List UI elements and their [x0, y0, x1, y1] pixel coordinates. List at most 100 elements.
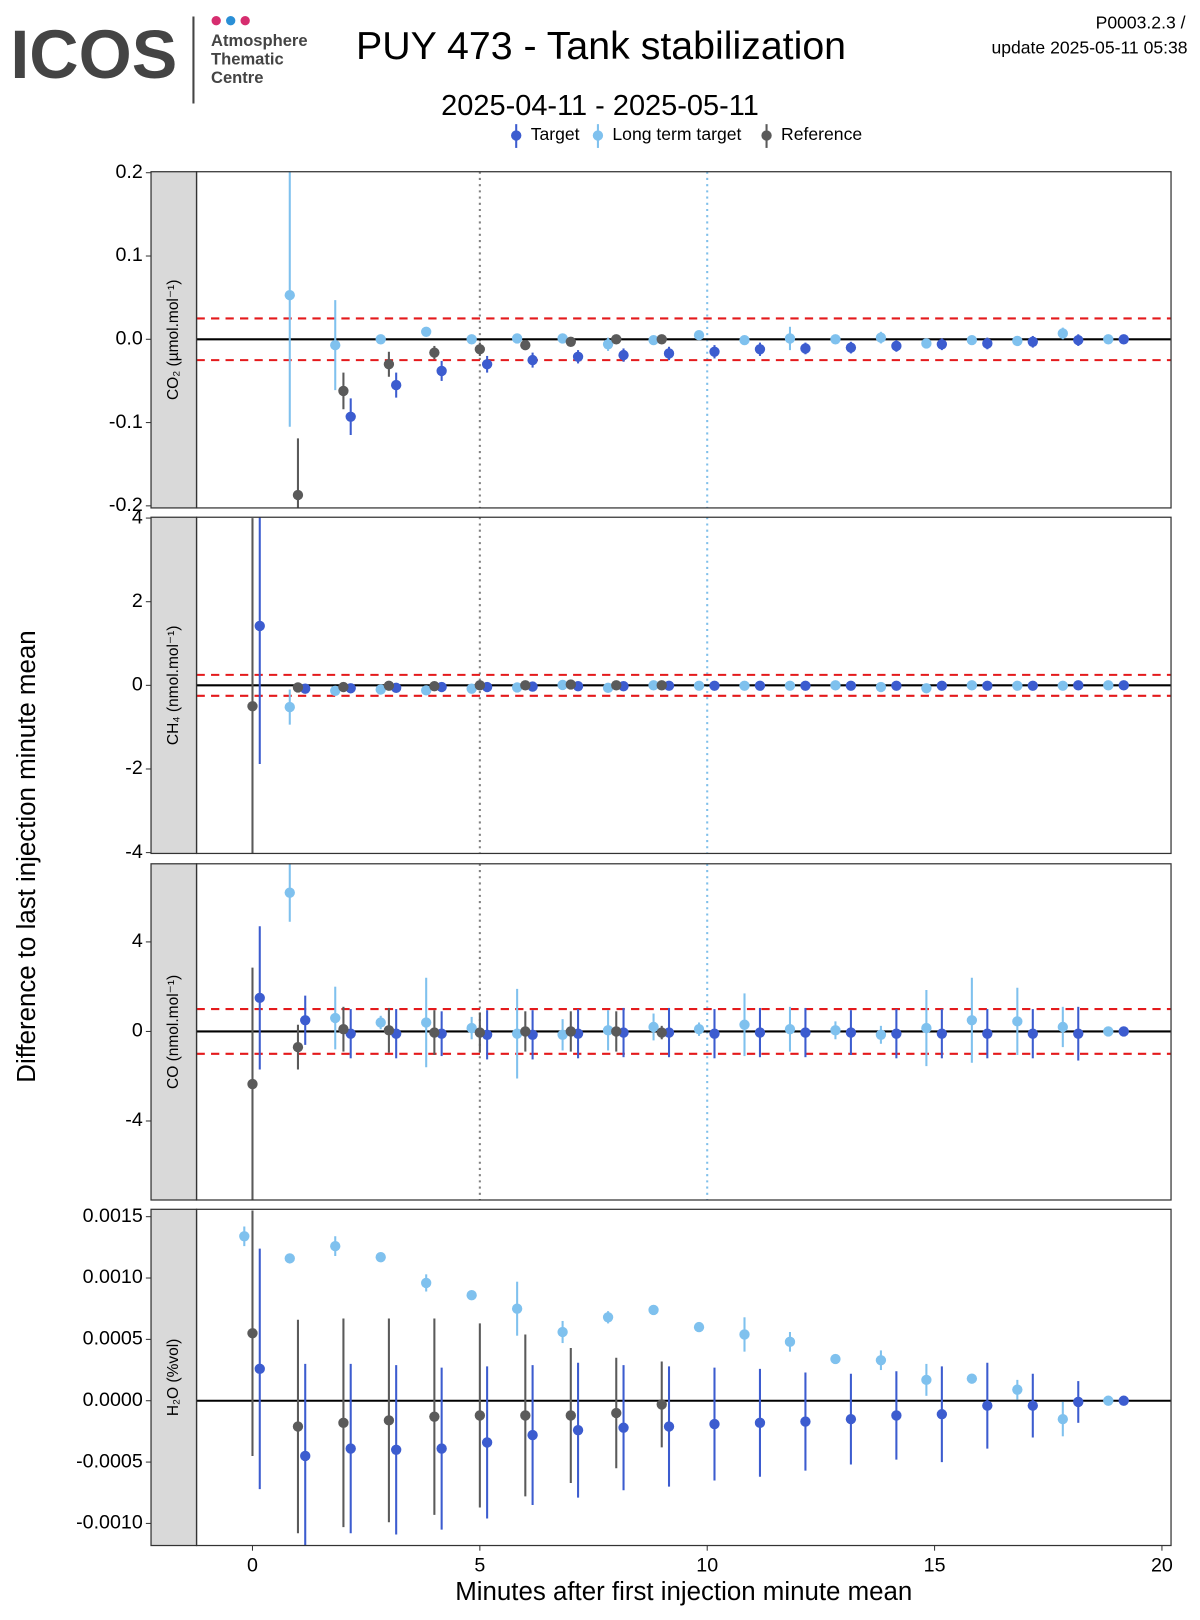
point	[663, 1027, 675, 1038]
point	[891, 680, 902, 691]
point	[656, 680, 667, 691]
point	[830, 1025, 841, 1036]
point	[611, 680, 622, 691]
point	[693, 1024, 705, 1035]
y-tick-label: -4	[125, 1109, 143, 1131]
point	[830, 1353, 841, 1365]
point	[1073, 680, 1084, 691]
point	[375, 334, 386, 345]
point	[527, 1429, 538, 1441]
point	[474, 1027, 486, 1038]
point	[1027, 336, 1038, 347]
point	[466, 1290, 477, 1301]
point	[527, 354, 538, 366]
point	[602, 682, 614, 694]
point	[429, 681, 440, 692]
point	[436, 1443, 447, 1454]
point	[1073, 1028, 1084, 1039]
legend-glyph	[592, 130, 604, 141]
point	[292, 682, 304, 693]
plot-area	[196, 863, 1172, 1200]
y-tick-label: 4	[132, 930, 143, 952]
y-tick-label: 4	[132, 506, 143, 528]
legend: Target Long term target Reference	[511, 124, 862, 148]
point	[921, 338, 932, 349]
point	[611, 1026, 622, 1037]
point	[709, 1028, 720, 1039]
point	[891, 1028, 902, 1039]
point	[330, 1012, 341, 1024]
point	[557, 679, 568, 691]
plot-area	[196, 1210, 1172, 1546]
point	[383, 359, 395, 370]
point	[1012, 1384, 1023, 1395]
point	[1103, 334, 1114, 345]
point	[784, 333, 796, 344]
x-tick-label: 15	[924, 1554, 946, 1576]
y-tick-label: -0.0010	[76, 1512, 143, 1534]
point	[618, 349, 629, 361]
point	[982, 338, 993, 349]
y-tick-label: 0.2	[115, 161, 142, 183]
point	[800, 680, 811, 691]
point	[966, 1015, 978, 1026]
point	[511, 682, 523, 693]
point	[375, 684, 386, 695]
point	[557, 1326, 568, 1338]
point	[383, 1415, 395, 1426]
point	[1012, 680, 1023, 691]
point	[239, 1231, 250, 1242]
point	[602, 339, 614, 350]
point	[709, 680, 720, 691]
point	[936, 1409, 948, 1420]
legend-glyph	[511, 130, 522, 141]
point	[421, 326, 432, 337]
point	[739, 1329, 750, 1340]
logo-dot	[240, 16, 250, 26]
point	[338, 1417, 349, 1428]
point	[693, 329, 705, 341]
point	[754, 1027, 766, 1038]
point	[982, 1028, 993, 1039]
title: PUY 473 - Tank stabilization	[356, 24, 846, 68]
point	[436, 365, 447, 377]
point	[254, 1363, 265, 1374]
x-tick-label: 0	[247, 1554, 258, 1576]
point	[284, 1253, 295, 1264]
strip	[150, 1208, 198, 1547]
point	[830, 334, 841, 345]
point	[254, 620, 265, 632]
legend-label: Target	[531, 124, 580, 144]
version: P0003.2.3 /	[1096, 12, 1186, 32]
point	[800, 343, 811, 354]
point	[421, 1017, 432, 1028]
point	[292, 489, 304, 501]
point	[936, 1028, 948, 1039]
legend-glyph	[761, 130, 772, 141]
point	[338, 681, 349, 693]
point	[391, 1444, 402, 1455]
point	[966, 680, 978, 691]
x-axis-title: Minutes after first injection minute mea…	[455, 1578, 912, 1606]
point	[875, 332, 887, 343]
point	[845, 1413, 857, 1425]
point	[754, 680, 766, 691]
point	[284, 887, 295, 898]
point	[1118, 334, 1129, 345]
y-tick-label: 0	[132, 1020, 143, 1042]
point	[784, 680, 796, 691]
y-tick-label: 0.0005	[83, 1328, 143, 1350]
point	[921, 683, 932, 694]
point	[602, 1025, 614, 1036]
point	[292, 1041, 304, 1053]
point	[284, 289, 295, 301]
point	[429, 347, 440, 358]
point	[429, 1411, 440, 1422]
subtitle: 2025-04-11 - 2025-05-11	[441, 90, 759, 122]
point	[618, 1422, 629, 1433]
point	[383, 680, 395, 691]
point	[338, 385, 349, 397]
point	[1057, 1021, 1068, 1033]
panel-border	[195, 863, 1172, 1201]
